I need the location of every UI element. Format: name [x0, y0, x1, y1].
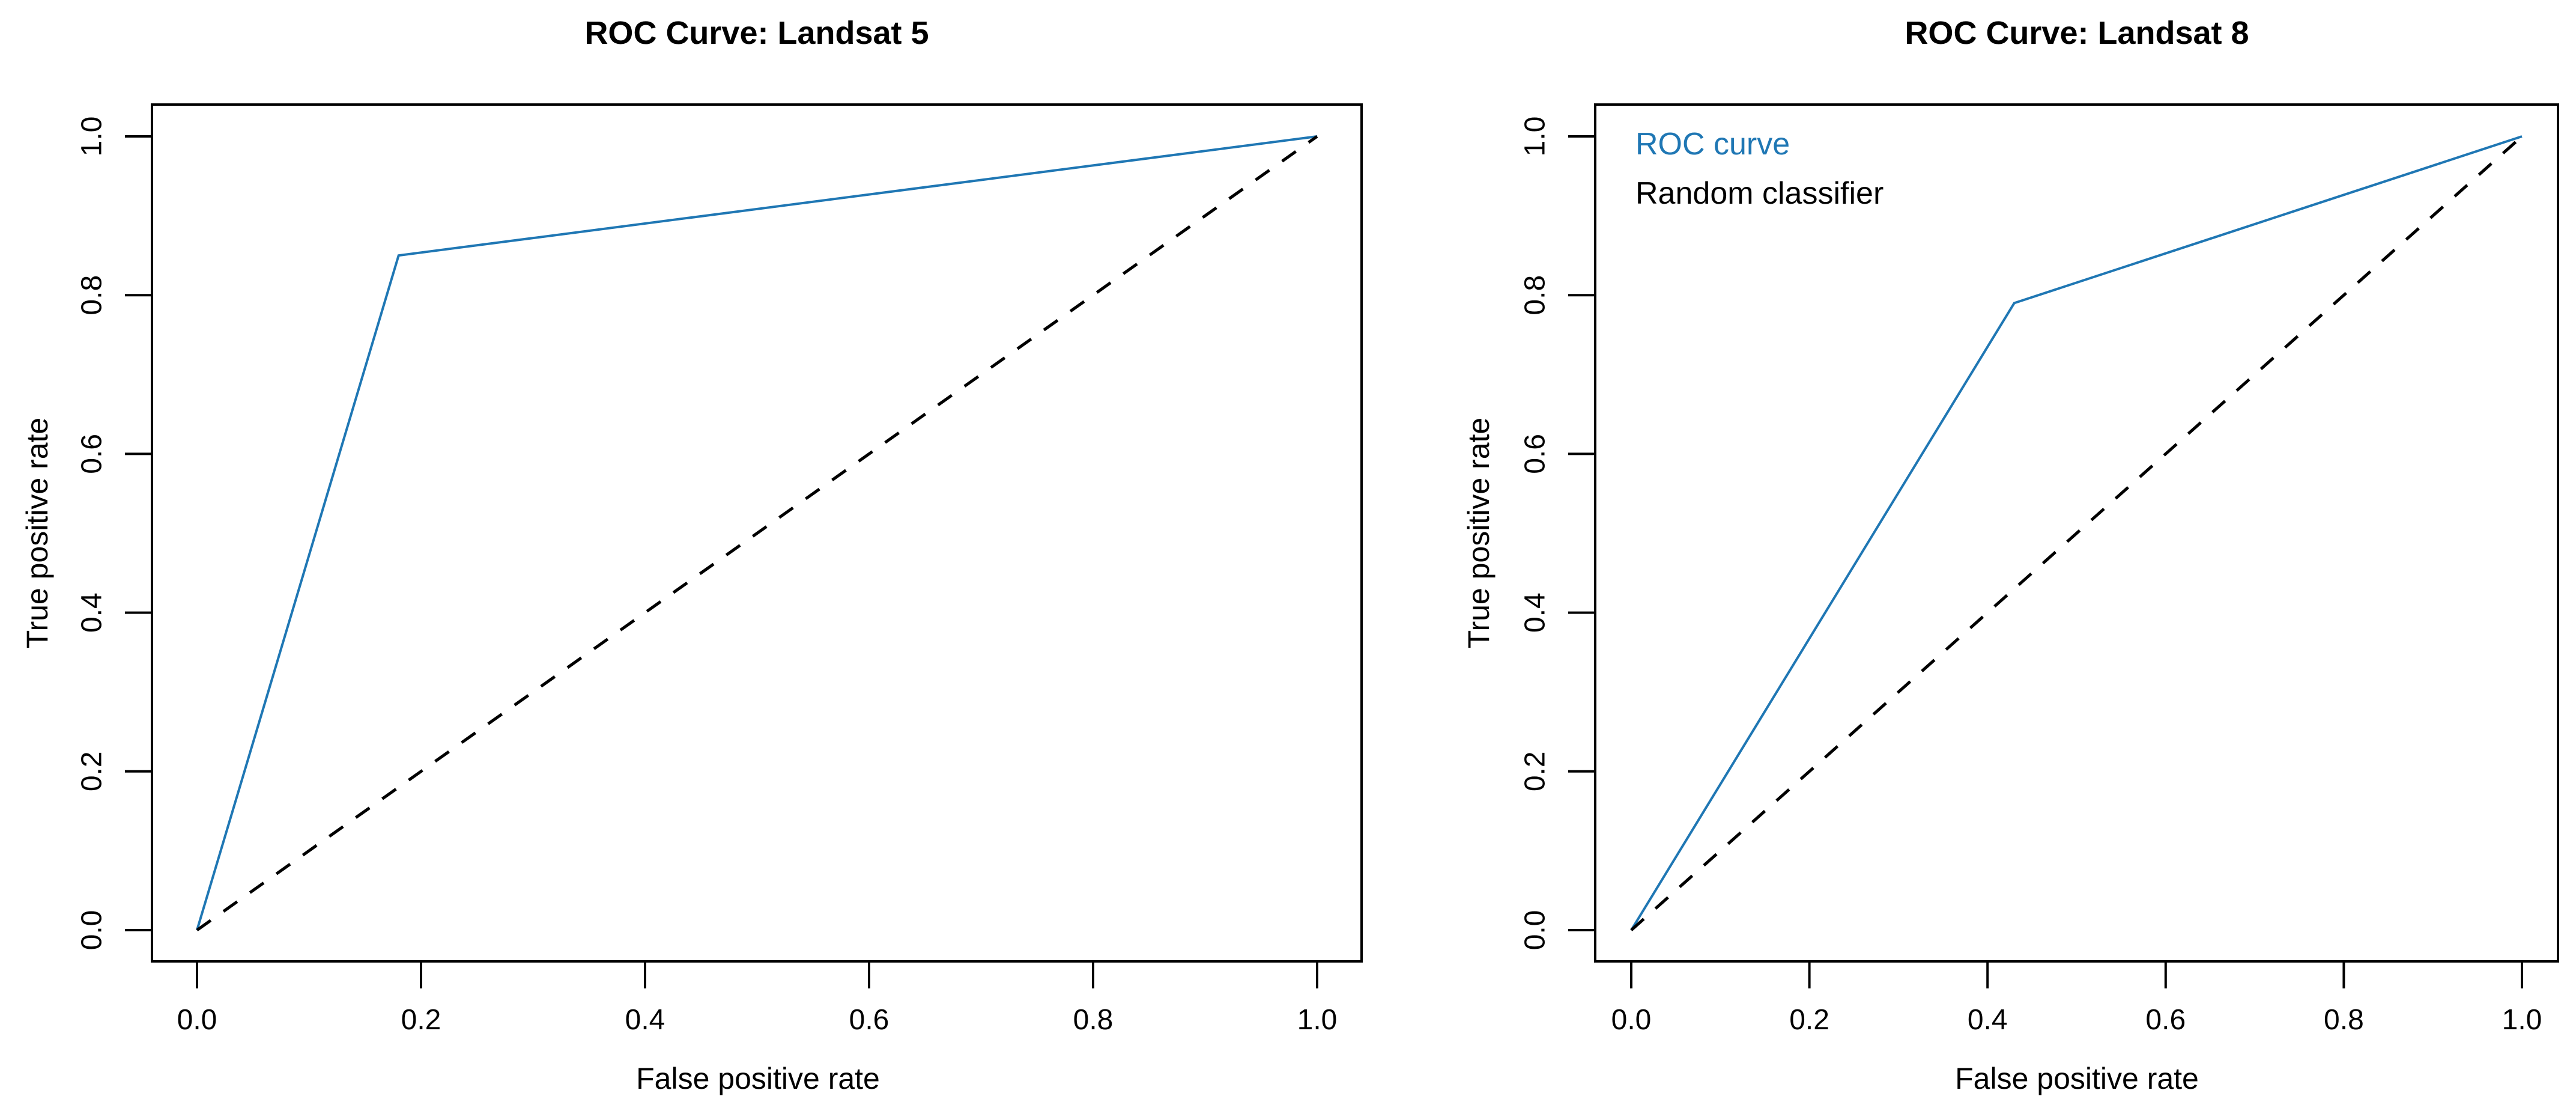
x-tick-label: 0.8	[1073, 1004, 1114, 1036]
random-classifier-line	[196, 135, 1318, 932]
y-tick-label: 0.6	[1520, 434, 1551, 474]
y-tick-label: 0.4	[1520, 592, 1551, 633]
x-tick-label: 1.0	[1297, 1004, 1338, 1036]
x-tick-label: 0.2	[401, 1004, 441, 1036]
random-classifier-line	[1630, 135, 2523, 931]
x-tick-label: 0.6	[2145, 1004, 2186, 1036]
y-tick-label: 0.8	[76, 275, 108, 315]
y-tick-label: 0.2	[1520, 751, 1551, 791]
roc-curve-line	[196, 135, 1318, 931]
x-tick-label: 0.6	[849, 1004, 889, 1036]
y-tick-label: 1.0	[76, 117, 108, 157]
x-tick-label: 0.0	[177, 1004, 217, 1036]
plot-box	[151, 103, 1363, 963]
x-tick-label: 0.8	[2324, 1004, 2364, 1036]
x-tick-label: 0.4	[1968, 1004, 2008, 1036]
y-tick-label: 0.6	[76, 434, 108, 474]
legend-entry-roc-curve: ROC curve	[1635, 127, 1790, 162]
y-axis-label-landsat8: True positive rate	[1462, 417, 1496, 649]
x-axis-label-landsat8: False positive rate	[1955, 1062, 2199, 1095]
x-axis-label-landsat5: False positive rate	[636, 1062, 880, 1095]
x-tick-label: 0.4	[625, 1004, 665, 1036]
y-tick-label: 0.2	[76, 751, 108, 791]
x-tick-label: 0.0	[1611, 1004, 1652, 1036]
y-tick-label: 0.0	[76, 910, 108, 951]
plot-title-landsat5: ROC Curve: Landsat 5	[584, 15, 929, 51]
roc-curve-line	[1630, 135, 2523, 931]
y-tick-label: 0.4	[76, 592, 108, 633]
roc-plot-1: 0.0 0.2 0.4 0.6 0.8 1.0 0.0 0.2 0.4 0.6 0.8 1.0	[1520, 103, 2559, 1036]
x-tick-label: 1.0	[2502, 1004, 2542, 1036]
x-tick-label: 0.2	[1789, 1004, 1829, 1036]
legend-entry-random-classifier: Random classifier	[1635, 176, 1884, 211]
y-tick-label: 0.0	[1520, 910, 1551, 951]
legend: ROC curve Random classifier	[1635, 129, 1884, 227]
plot-box	[1594, 103, 2559, 963]
y-tick-label: 1.0	[1520, 117, 1551, 157]
plot-title-landsat8: ROC Curve: Landsat 8	[1905, 15, 2249, 51]
roc-plot-0: 0.0 0.2 0.4 0.6 0.8 1.0 0.0 0.2 0.4 0.6 0.8 1.0	[76, 103, 1363, 1036]
y-axis-label-landsat5: True positive rate	[20, 417, 54, 649]
y-tick-label: 0.8	[1520, 275, 1551, 315]
